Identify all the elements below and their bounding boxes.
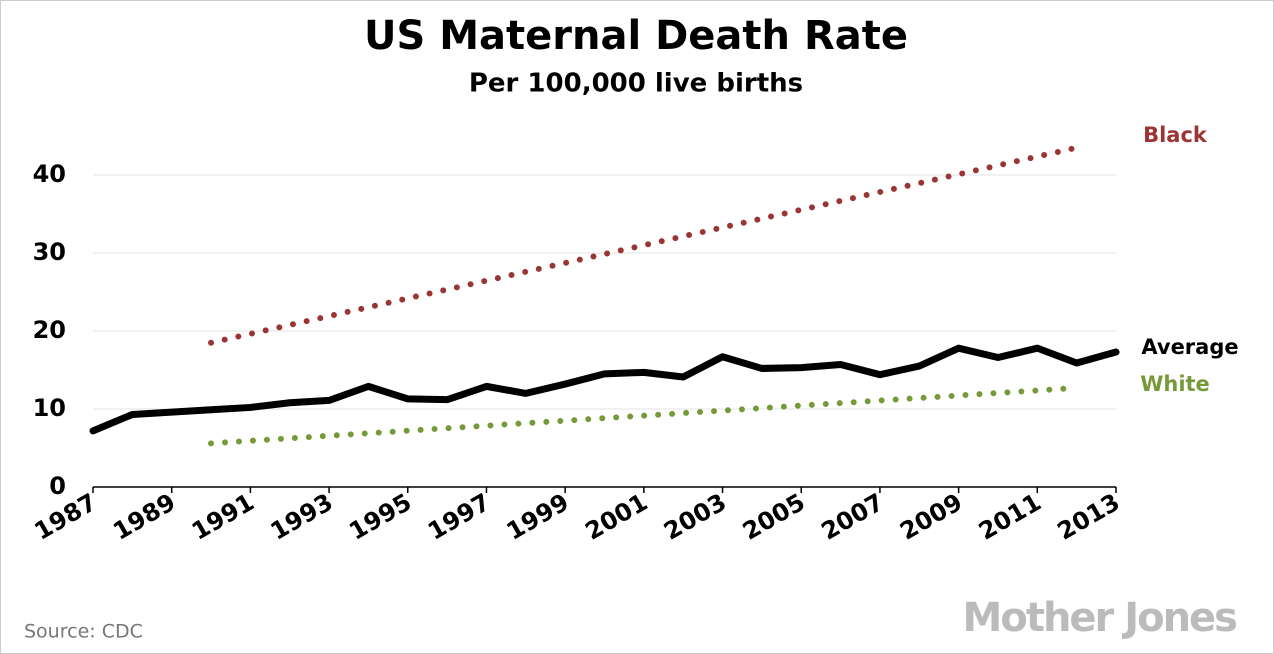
series-line [208, 144, 1080, 346]
y-tick-label: 20 [33, 316, 66, 344]
y-tick-label: 10 [33, 394, 66, 422]
chart-title: US Maternal Death Rate [364, 13, 908, 59]
source: Source: CDC [24, 621, 143, 643]
chart-subtitle: Per 100,000 live births [469, 69, 803, 99]
logo: Mother Jones [963, 595, 1237, 641]
y-tick-label: 30 [33, 238, 66, 266]
legend-label: Average [1141, 335, 1238, 359]
legend-label: White [1140, 372, 1210, 396]
y-tick-label: 40 [33, 160, 66, 188]
series-line [89, 344, 1120, 435]
y-tick-label: 0 [49, 472, 66, 500]
legend-label: Black [1143, 123, 1208, 147]
series-line [208, 384, 1080, 447]
